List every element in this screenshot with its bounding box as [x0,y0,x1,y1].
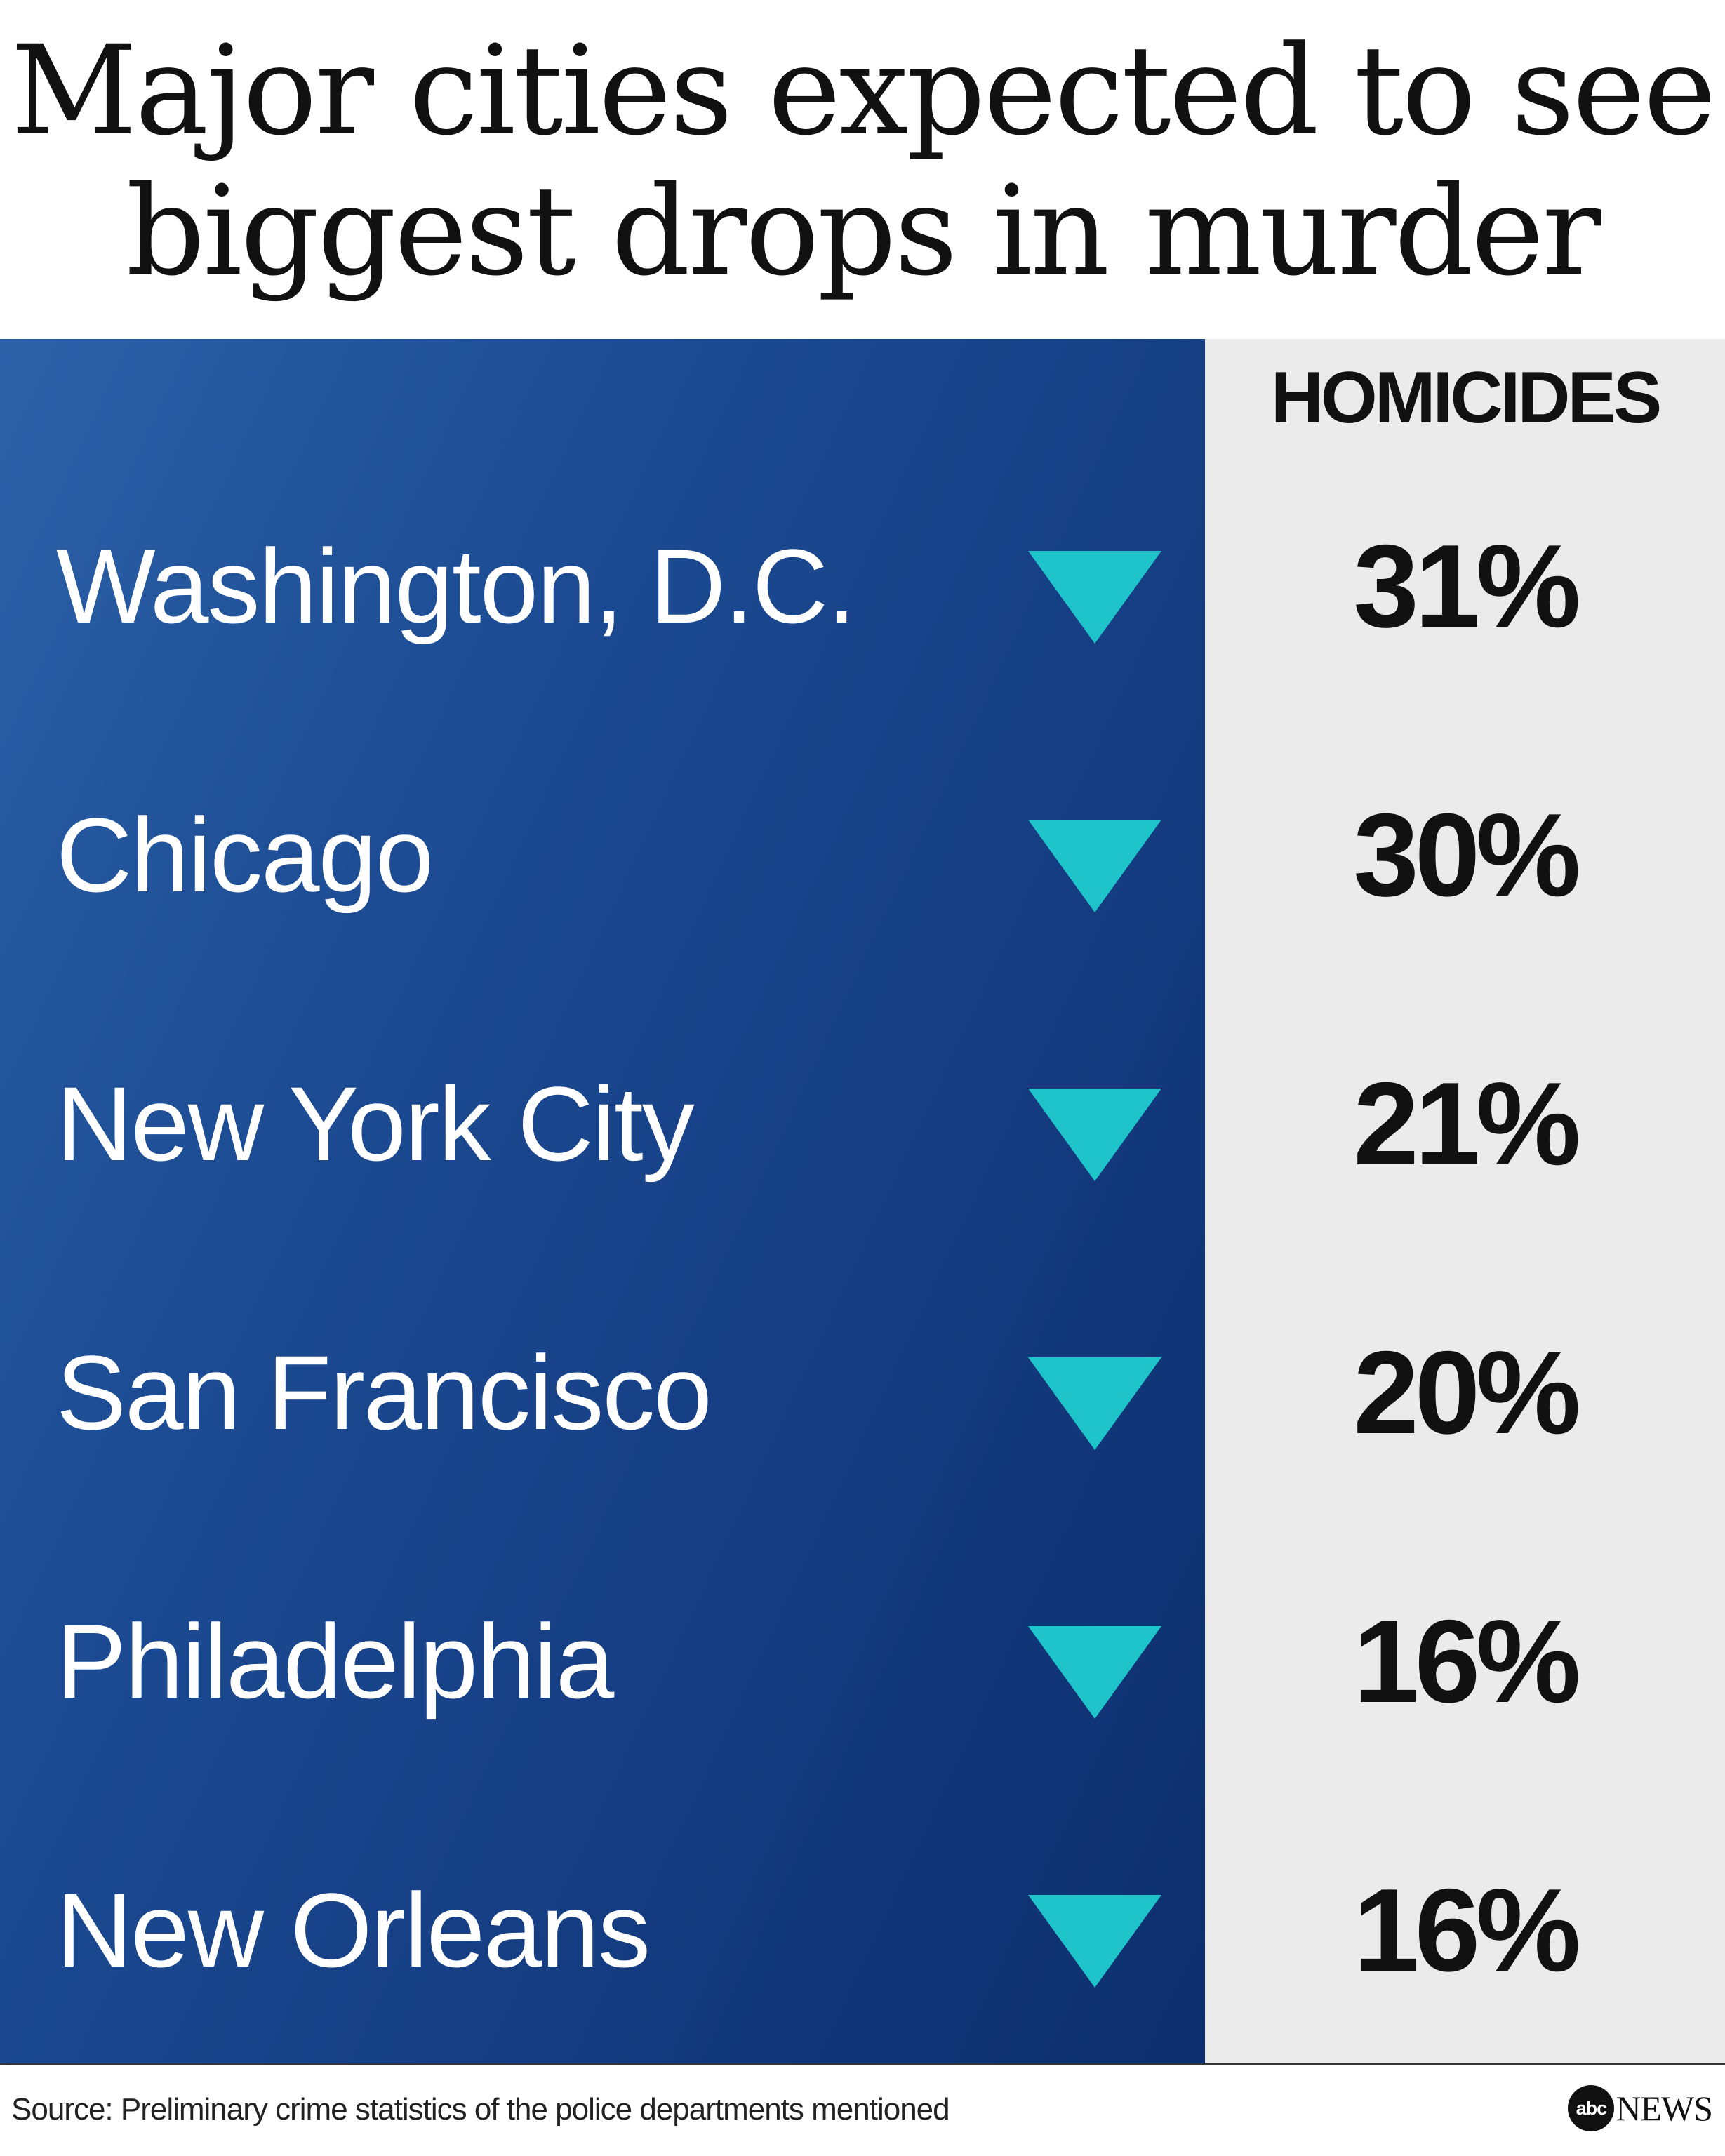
table-row: San Francisco 20% [0,1326,1725,1459]
city-label: New Orleans [56,1871,651,1989]
table-row: New Orleans 16% [0,1863,1725,1997]
down-triangle-icon [1028,1895,1161,1988]
abc-logo-mark: abc [1568,2085,1615,2131]
abc-news-logo: abc NEWS [1568,2083,1713,2134]
down-triangle-icon [1028,1089,1161,1181]
city-label: New York City [56,1065,695,1183]
city-label: San Francisco [56,1333,712,1451]
table-row: New York City 21% [0,1057,1725,1190]
table-row: Washington, D.C. 31% [0,519,1725,653]
table-row: Chicago 30% [0,788,1725,921]
title-line-1: Major cities expected to see [11,19,1717,163]
news-wordmark: NEWS [1616,2089,1713,2128]
down-triangle-icon [1028,1626,1161,1719]
homicide-change-value: 21% [1353,1058,1580,1190]
city-label: Chicago [56,796,434,914]
homicide-change-value: 16% [1353,1595,1580,1727]
table-row: Philadelphia 16% [0,1595,1725,1728]
down-triangle-icon [1028,551,1161,644]
down-triangle-icon [1028,1357,1161,1450]
city-panel [0,339,1205,2063]
source-note: Source: Preliminary crime statistics of … [11,2092,950,2127]
title-line-2: biggest drops in murder [126,159,1601,303]
homicide-change-value: 20% [1353,1326,1580,1458]
value-panel [1205,339,1725,2063]
homicide-change-value: 16% [1353,1864,1580,1996]
down-triangle-icon [1028,820,1161,912]
city-label: Philadelphia [56,1602,614,1720]
city-label: Washington, D.C. [56,527,856,645]
footer-divider [0,2063,1725,2065]
chart-title: Major cities expected to see biggest dro… [0,21,1725,302]
homicide-change-value: 30% [1353,789,1580,921]
column-header-homicides: HOMICIDES [1270,357,1662,439]
homicide-change-value: 31% [1353,520,1580,652]
